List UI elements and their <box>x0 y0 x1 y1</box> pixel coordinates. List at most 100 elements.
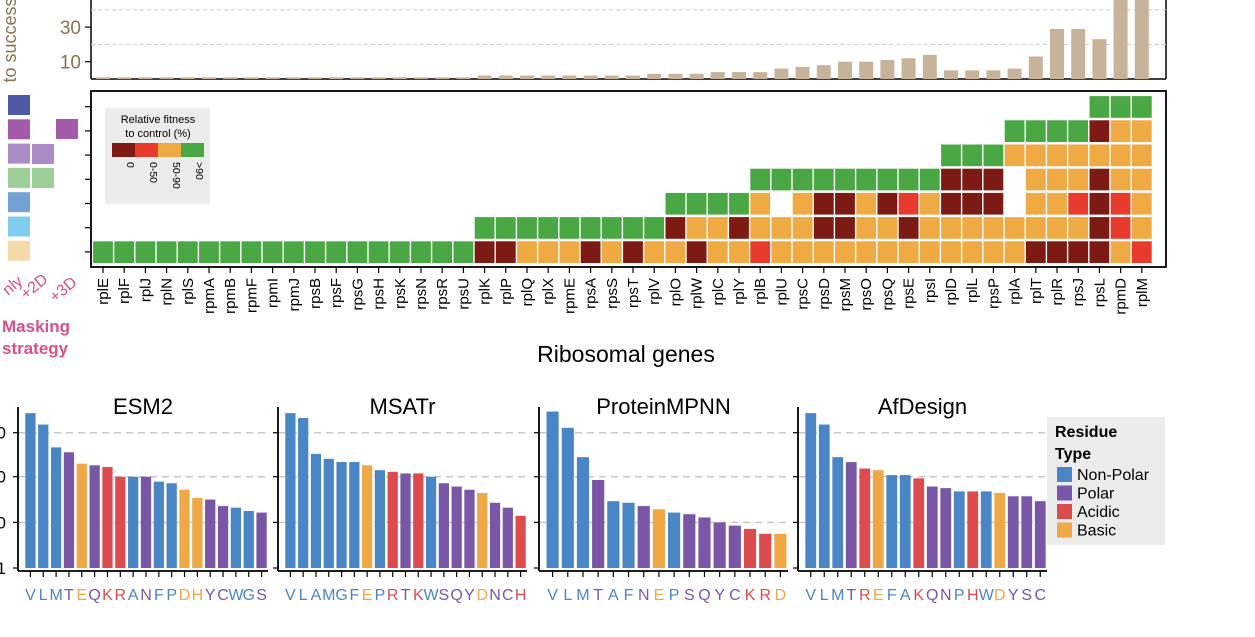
heatmap-cell <box>876 167 899 192</box>
residue-bar <box>967 491 979 568</box>
gene-label: rplV <box>646 278 663 305</box>
residue-letter: H <box>192 587 204 604</box>
residue-bar <box>349 462 360 568</box>
heatmap-cell <box>940 167 962 192</box>
trials-bar <box>710 72 725 79</box>
residue-letter: D <box>775 587 787 604</box>
residue-letter: Q <box>698 587 710 604</box>
heatmap-cell <box>834 216 856 240</box>
heatmap-cell <box>982 191 1005 216</box>
residue-letter: V <box>285 587 296 604</box>
residue-letter: L <box>563 587 572 604</box>
heatmap-cell <box>1024 216 1047 240</box>
heatmap-cell <box>1067 143 1090 168</box>
trials-y-label-2: to success <box>0 0 20 83</box>
residue-letter: Y <box>205 587 216 604</box>
heatmap-cell <box>494 240 517 265</box>
residue-bar <box>576 457 590 568</box>
residue-letter: P <box>954 587 965 604</box>
residue-letter: S <box>684 587 695 604</box>
heatmap-cell <box>516 240 538 265</box>
residue-panel-title: ProteinMPNN <box>596 394 730 419</box>
heatmap-cell <box>1109 240 1132 265</box>
residue-bar <box>899 475 911 568</box>
heatmap-cell <box>113 240 136 265</box>
residue-bar <box>683 514 696 568</box>
residue-letter: S <box>439 587 450 604</box>
fitness-legend-label: >90 <box>193 162 205 180</box>
residue-bar <box>477 493 488 568</box>
residue-letter: N <box>940 587 952 604</box>
residue-letter: E <box>654 587 665 604</box>
heatmap-cell <box>1024 167 1047 192</box>
heatmap-cell <box>1109 143 1132 168</box>
residue-bar <box>205 499 216 568</box>
heatmap-cell <box>1067 167 1090 192</box>
residue-letter: C <box>217 587 229 604</box>
trials-bar <box>859 61 874 79</box>
heatmap-cell <box>940 191 962 216</box>
residue-legend-swatch <box>1057 485 1072 501</box>
strategy-swatch-3d <box>56 119 78 139</box>
residue-bar <box>63 452 75 568</box>
trials-bar <box>456 77 471 79</box>
trials-bar <box>541 75 556 79</box>
residue-letter: E <box>76 587 87 604</box>
residue-bar <box>953 491 965 568</box>
residue-y-tick-label: 0 <box>0 468 6 487</box>
residue-letter: Y <box>714 587 725 604</box>
residue-letter: V <box>25 587 36 604</box>
residue-legend-label: Non-Polar <box>1077 467 1150 484</box>
gene-label: rplK <box>477 278 494 305</box>
heatmap-cell <box>706 191 729 216</box>
heatmap-cell <box>1088 167 1111 192</box>
heatmap-cell <box>1024 143 1047 168</box>
residue-letter: P <box>166 587 177 604</box>
gene-label: rpsC <box>795 278 812 310</box>
residue-bar <box>38 424 49 568</box>
trials-bar <box>795 66 810 79</box>
residue-bar <box>668 512 681 568</box>
gene-label: rpmA <box>201 278 218 314</box>
gene-label: rpsB <box>307 278 324 309</box>
heatmap-cell <box>1003 240 1026 265</box>
residue-legend-title-2: Type <box>1055 446 1091 463</box>
residue-letter: Y <box>1008 587 1019 604</box>
heatmap-cell <box>664 240 687 265</box>
residue-letter: Q <box>88 587 100 604</box>
gene-label: rplX <box>540 278 557 305</box>
heatmap-cell <box>749 167 772 192</box>
heatmap-cell <box>1088 119 1111 144</box>
residue-bar <box>387 471 398 568</box>
residue-letter: H <box>967 587 979 604</box>
trials-bar <box>265 77 280 79</box>
residue-letter: K <box>102 587 113 604</box>
heatmap-cell <box>1130 240 1153 265</box>
residue-letter: L <box>820 587 829 604</box>
residue-letter: H <box>515 587 527 604</box>
gene-label: rpsT <box>625 278 642 308</box>
residue-panel-afdesign: AfDesign V L M T R E F A K Q N P H W D Y S C <box>793 394 1047 604</box>
trials-bar <box>965 70 980 79</box>
heatmap-cell <box>1046 119 1068 144</box>
gene-label: rpmI <box>265 278 282 308</box>
heatmap-cell <box>92 240 114 265</box>
heatmap-cell <box>219 240 242 265</box>
residue-bar <box>400 473 411 568</box>
heatmap-cell <box>1109 167 1132 192</box>
residue-y-tick-label: 1 <box>0 559 6 578</box>
heatmap-cell <box>770 240 793 265</box>
trials-bar <box>159 77 174 79</box>
residue-bar <box>926 486 938 568</box>
trials-bar <box>520 75 534 79</box>
heatmap-cell <box>728 240 750 265</box>
heatmap-cell <box>1109 191 1132 216</box>
residue-bar <box>243 510 254 568</box>
heatmap-cell <box>855 167 878 192</box>
residue-letter: T <box>846 587 856 604</box>
trials-bar <box>286 77 301 79</box>
heatmap-cell <box>473 216 496 240</box>
heatmap-cell <box>940 240 962 265</box>
residue-bar <box>713 522 726 568</box>
